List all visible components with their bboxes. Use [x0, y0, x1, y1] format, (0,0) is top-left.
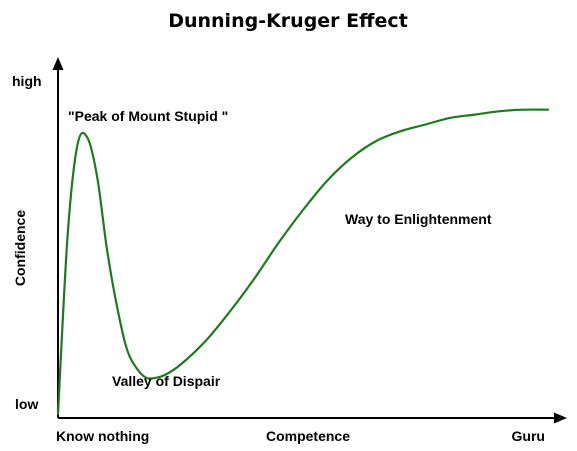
x-tick-guru: Guru [512, 428, 545, 444]
y-tick-high: high [12, 73, 42, 89]
y-axis-arrow [52, 57, 64, 70]
chart-title: Dunning-Kruger Effect [168, 10, 408, 32]
y-axis-label: Confidence [12, 210, 28, 286]
x-axis-arrow [554, 412, 567, 424]
annotation-peak-of-mount-stupid: "Peak of Mount Stupid " [68, 108, 228, 124]
x-axis-label: Competence [266, 428, 350, 444]
annotation-way-to-enlightenment: Way to Enlightenment [345, 211, 492, 227]
confidence-curve [56, 108, 550, 416]
y-tick-low: low [15, 396, 38, 412]
x-tick-know-nothing: Know nothing [56, 428, 149, 444]
annotation-valley-of-dispair: Valley of Dispair [112, 373, 221, 389]
